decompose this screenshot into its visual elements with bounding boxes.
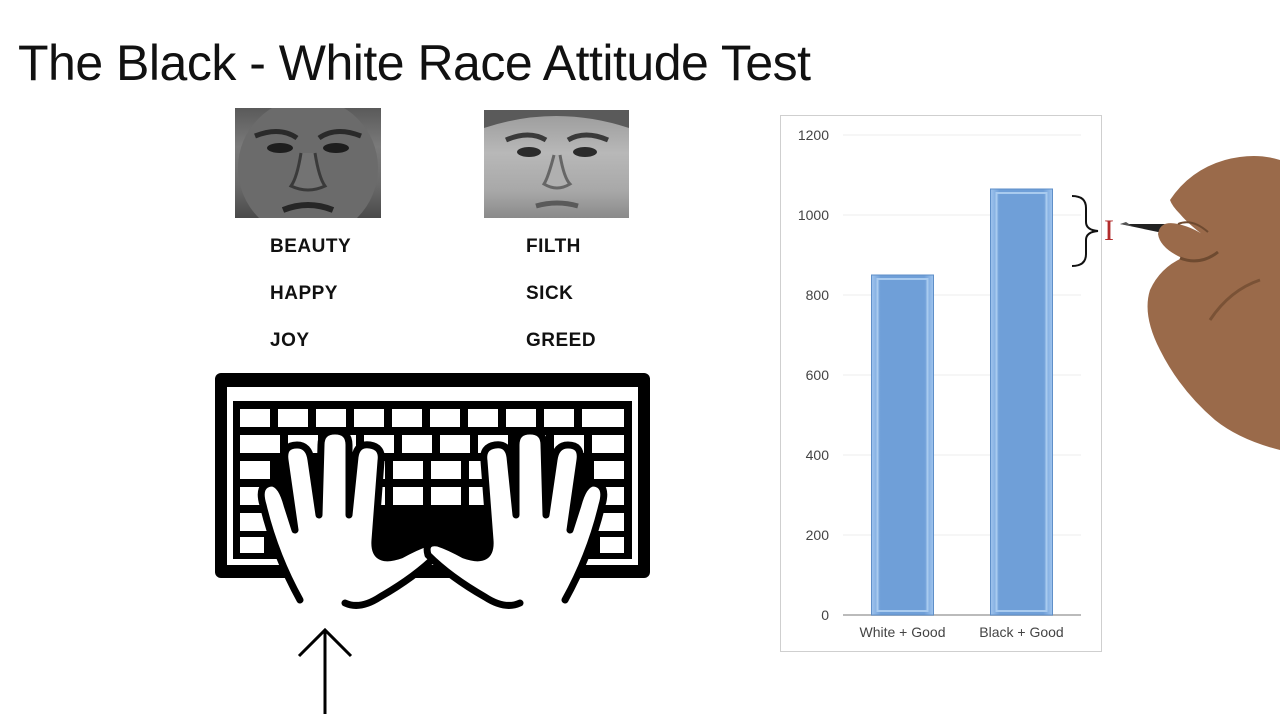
word-left-1: BEAUTY <box>270 236 352 257</box>
keyboard-with-hands-icon <box>215 373 650 609</box>
page-title: The Black - White Race Attitude Test <box>18 35 811 91</box>
x-tick-label: White + Good <box>860 624 946 640</box>
y-tick-label: 1200 <box>798 127 829 143</box>
bar-chart: 0 200 400 600 800 1000 1200 White + Good Black +… <box>798 127 1081 640</box>
chart-panel: 0 200 400 600 800 1000 1200 White + Good Black +… <box>780 115 1102 652</box>
y-tick-label: 800 <box>806 287 830 303</box>
y-tick-label: 1000 <box>798 207 829 223</box>
y-tick-label: 200 <box>806 527 830 543</box>
y-tick-label: 0 <box>821 607 829 623</box>
word-right-2: SICK <box>526 283 574 304</box>
bar-2 <box>990 188 1053 616</box>
word-left-3: JOY <box>270 330 310 351</box>
annotation-cursor-letter: I <box>1104 214 1114 247</box>
word-left-2: HAPPY <box>270 283 338 304</box>
face-photo-left <box>235 108 381 218</box>
bar-bevel-1 <box>876 278 929 612</box>
word-right-1: FILTH <box>526 236 581 257</box>
word-right-3: GREED <box>526 330 597 351</box>
bar-1 <box>871 274 934 616</box>
curly-brace-icon <box>1071 195 1099 267</box>
y-tick-label: 600 <box>806 367 830 383</box>
bar-bevel-2 <box>995 192 1048 612</box>
x-tick-label: Black + Good <box>979 624 1063 640</box>
y-tick-label: 400 <box>806 447 830 463</box>
face-photo-right <box>484 110 629 218</box>
drawing-hand-with-pen <box>1120 156 1280 450</box>
up-arrow-icon <box>297 627 353 714</box>
